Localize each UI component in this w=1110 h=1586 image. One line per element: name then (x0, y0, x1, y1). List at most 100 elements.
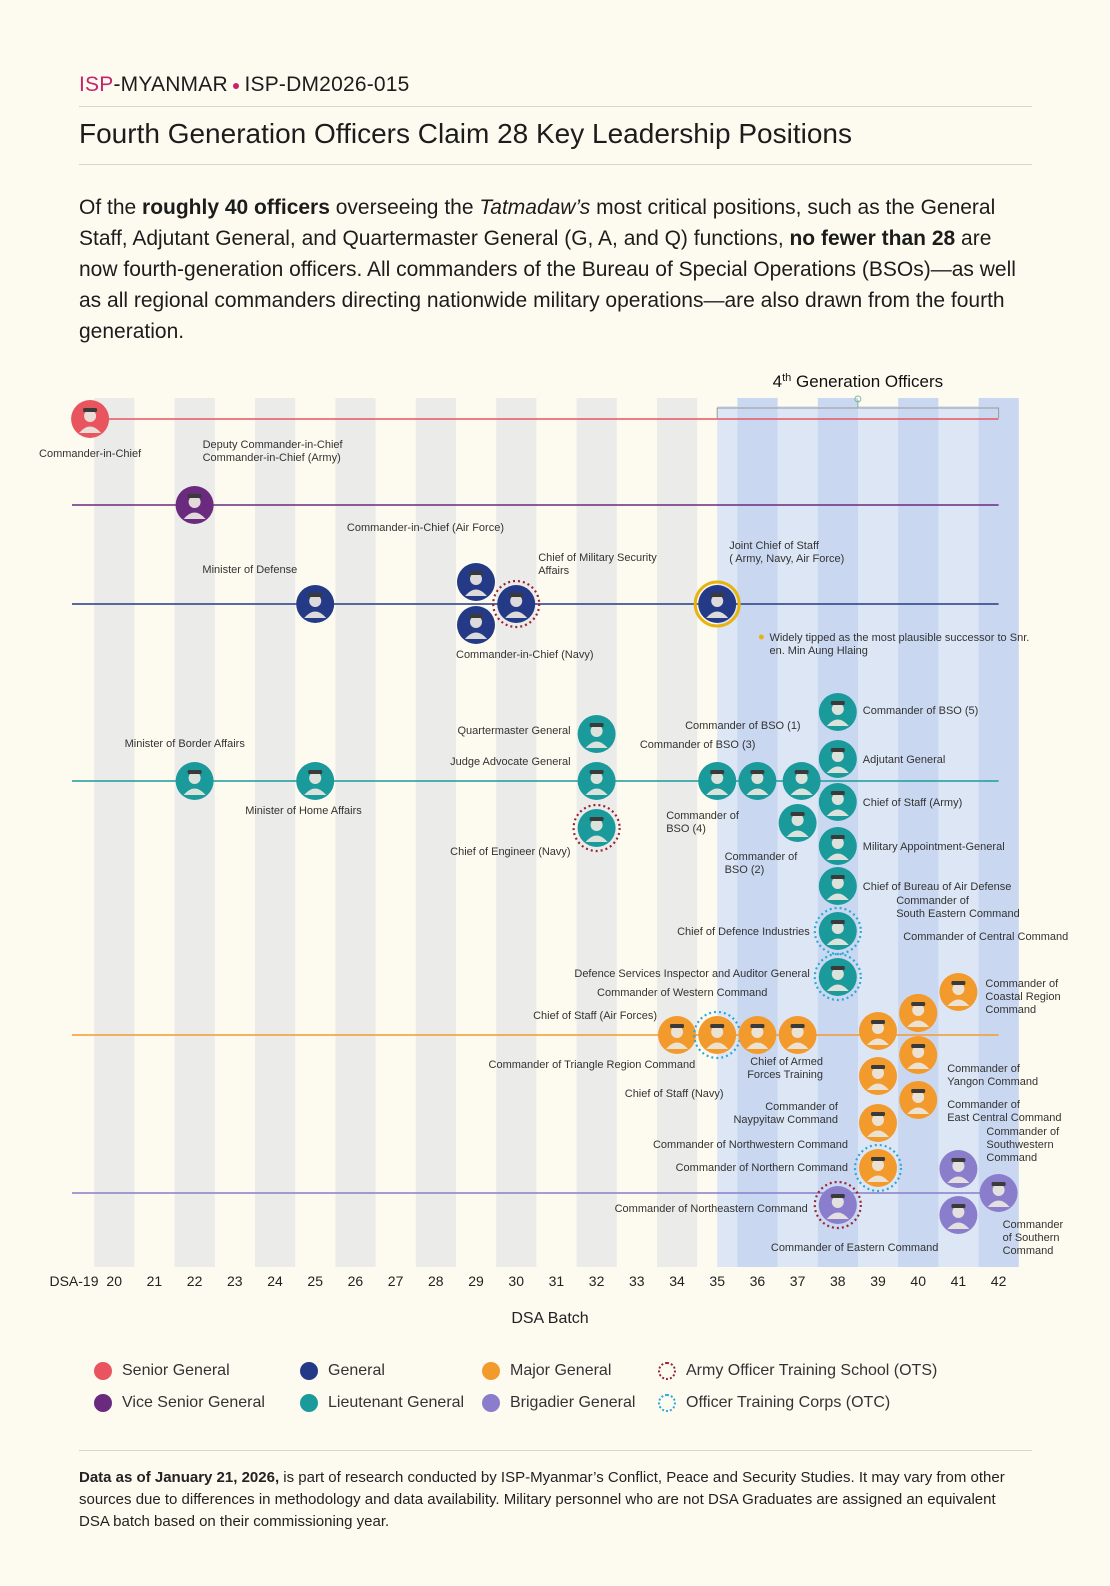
batch-column-stripe (978, 398, 1019, 1267)
officer-position-label: Commander of Northwestern Command (653, 1139, 848, 1151)
ots-ring (813, 1180, 862, 1230)
officer-marker: Minister of Border Affairs (125, 738, 246, 800)
officer-marker: Commander of Central Command (899, 931, 1068, 1032)
officer-marker: Minister of Home Affairs (245, 762, 362, 817)
officer-cap-icon (710, 593, 725, 597)
officer-position-label: Commander of Triangle Region Command (489, 1059, 696, 1071)
legend-major-general: Major General (482, 1362, 611, 1380)
officer-cap-icon (830, 835, 845, 839)
officer-shoulders-icon (826, 809, 849, 816)
officer-portrait-icon (671, 1026, 683, 1038)
officer-shoulders-icon (867, 1038, 889, 1045)
officer-portrait-icon (872, 1159, 884, 1171)
officer-position-label: Judge Advocate General (450, 756, 570, 768)
legend-brigadier-general: Brigadier General (482, 1394, 635, 1412)
intro-text-1: Of the (79, 196, 143, 219)
officer-cap-icon (871, 1157, 885, 1161)
officer-shoulders-icon (790, 788, 813, 795)
officer-cap-icon (710, 1024, 725, 1028)
intro-text-3: most critical positions, such as the Gen… (79, 196, 996, 250)
officer-marker: Commander of BSO (5) (818, 693, 978, 731)
officer-position-label: Commander of Western Command (597, 987, 767, 999)
officer-cap-icon (871, 1112, 885, 1116)
officer-position-label: East Central Command (947, 1112, 1061, 1124)
officer-cap-icon (871, 1020, 885, 1024)
title-divider (79, 164, 1032, 165)
officer-cap-icon (830, 1194, 845, 1198)
otc-ring (853, 1143, 903, 1193)
x-tick-label: 20 (106, 1273, 122, 1289)
brand-isp: ISP (79, 73, 114, 96)
footer-note: Data as of January 21, 2026, is part of … (79, 1467, 1019, 1533)
officer-portrait-icon (590, 725, 603, 737)
x-tick-label: 32 (589, 1273, 605, 1289)
officer-marker: Adjutant General (818, 740, 945, 778)
legend-senior-general: Senior General (94, 1362, 230, 1380)
officer-position-label: Commander of (947, 1099, 1021, 1111)
x-tick-label: 28 (428, 1273, 444, 1289)
ots-ring (572, 803, 621, 853)
officer-marker: Commander of Northwestern Command (653, 1104, 897, 1151)
general-swatch (300, 1362, 318, 1380)
officer-portrait-icon (751, 1026, 764, 1038)
officer-position-label: Minister of Border Affairs (125, 738, 246, 750)
officer-portrait-icon (510, 595, 523, 607)
footer-divider (79, 1450, 1032, 1451)
officer-position-label: Commander of (947, 1063, 1021, 1075)
officer-marker: Quartermaster General (457, 715, 616, 753)
officer-marker: Commander of Northeastern Command (615, 1180, 862, 1230)
x-tick-label: 31 (549, 1273, 565, 1289)
officer-marker: Chief of Bureau of Air Defense (818, 867, 1011, 905)
officer-shoulders-icon (826, 893, 849, 900)
officer-position-label: Minister of Defense (202, 564, 297, 576)
officer-shoulders-icon (585, 741, 608, 748)
x-tick-label: 42 (991, 1273, 1007, 1289)
x-tick-label: 36 (750, 1273, 766, 1289)
officer-cap-icon (951, 981, 966, 985)
officer-portrait-icon (952, 983, 965, 995)
officer-cap-icon (750, 770, 765, 774)
officer-portrait-icon (590, 819, 603, 831)
officer-portrait-icon (188, 772, 201, 784)
report-id: ISP-DM2026-015 (244, 73, 410, 96)
batch-column-stripe (174, 398, 215, 1267)
officer-cap-icon (911, 1002, 926, 1006)
officer-portrait-icon (831, 837, 844, 849)
officer-shoulders-icon (746, 788, 769, 795)
officer-marker: Defence Services Inspector and Auditor G… (574, 952, 862, 1002)
officer-shoulders-icon (907, 1062, 930, 1069)
report-header: ISP-MYANMAR ● ISP-DM2026-015 (79, 73, 410, 97)
intro-text-4: are now fourth-generation officers. All … (79, 227, 1016, 343)
officer-cap-icon (951, 1204, 966, 1208)
batch-column-stripe (335, 398, 376, 1267)
officer-portrait-icon (711, 595, 724, 607)
x-tick-label: 33 (629, 1273, 645, 1289)
x-tick-label: 22 (187, 1273, 203, 1289)
officer-portrait-icon (872, 1114, 884, 1126)
officer-position-label: Chief of Armed (750, 1056, 823, 1068)
x-axis-title: DSA Batch (511, 1310, 588, 1327)
officer-position-label: Commander of (896, 895, 970, 907)
officer-marker: Joint Chief of Staff( Army, Navy, Air Fo… (693, 540, 844, 628)
officer-shoulders-icon (907, 1107, 930, 1114)
intro-italic-1: Tatmadaw’s (479, 196, 591, 219)
officer-shoulders-icon (79, 426, 102, 433)
officer-position-label: South Eastern Command (896, 908, 1020, 920)
officer-shoulders-icon (826, 938, 849, 945)
officer-marker: Judge Advocate General (450, 756, 616, 800)
officer-position-label: Command (985, 1004, 1036, 1016)
officer-position-label: Command (1003, 1245, 1054, 1257)
note-bullet-icon (758, 634, 764, 640)
officer-cap-icon (794, 770, 809, 774)
officer-position-label: Chief of Military Security (538, 552, 657, 564)
officer-position-label: Yangon Command (947, 1076, 1038, 1088)
batch-column-stripe (255, 398, 296, 1267)
lieutenant-general-swatch (300, 1394, 318, 1412)
officer-cap-icon (187, 770, 202, 774)
x-tick-label: 30 (508, 1273, 524, 1289)
officer-marker: Commander-in-Chief (Navy) (456, 606, 594, 661)
